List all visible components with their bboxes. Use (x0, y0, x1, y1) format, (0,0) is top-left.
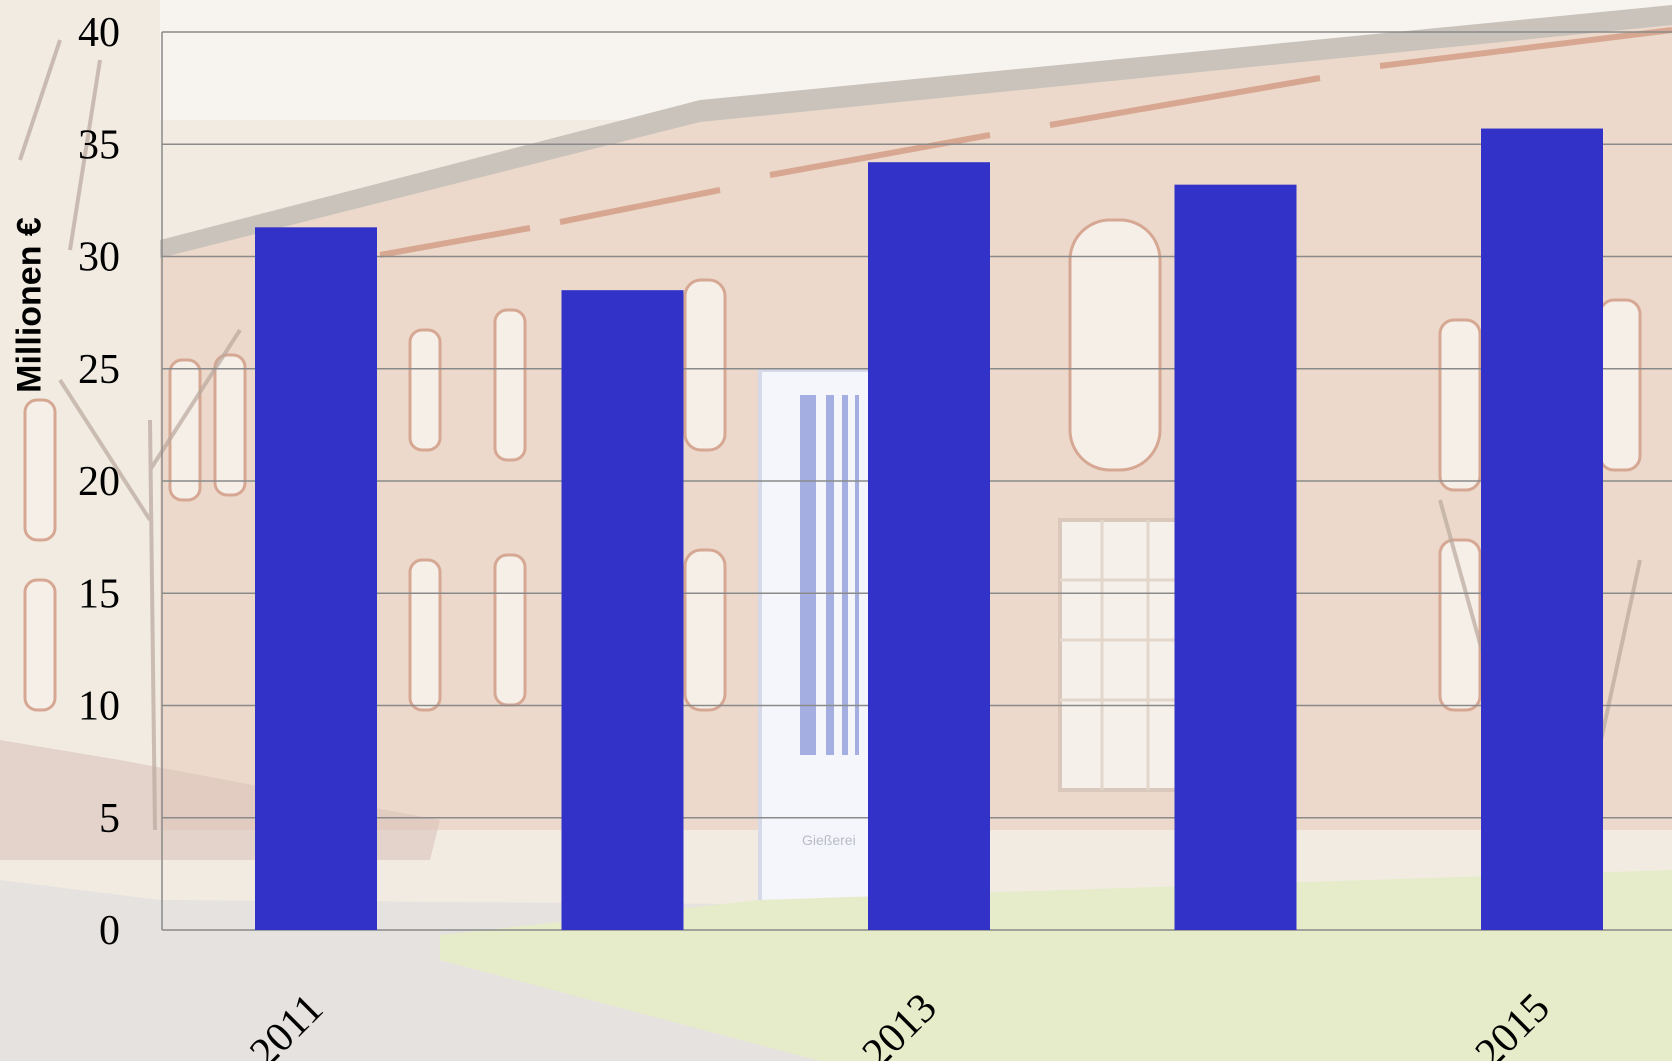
y-tick-label: 0 (99, 908, 120, 954)
y-tick-label: 15 (78, 571, 120, 617)
sign-text: Gießerei (802, 832, 856, 848)
bar-2011 (255, 227, 377, 930)
y-tick-label: 25 (78, 347, 120, 393)
y-tick-label: 5 (99, 796, 120, 842)
y-tick-label: 35 (78, 122, 120, 168)
y-tick-label: 20 (78, 459, 120, 505)
bar-2015 (1481, 128, 1603, 930)
y-tick-label: 30 (78, 235, 120, 281)
y-tick-label: 40 (78, 10, 120, 56)
y-axis-label: Millionen € (10, 217, 49, 393)
y-tick-label: 10 (78, 684, 120, 730)
y-axis-label-container: Millionen € (2, 175, 58, 435)
bar-2013 (868, 162, 990, 930)
y-axis-ticks: 0 5 10 15 20 25 30 35 40 (78, 10, 120, 954)
bars (255, 128, 1603, 930)
bar-2014 (1174, 184, 1297, 930)
bar-2012 (561, 290, 684, 930)
